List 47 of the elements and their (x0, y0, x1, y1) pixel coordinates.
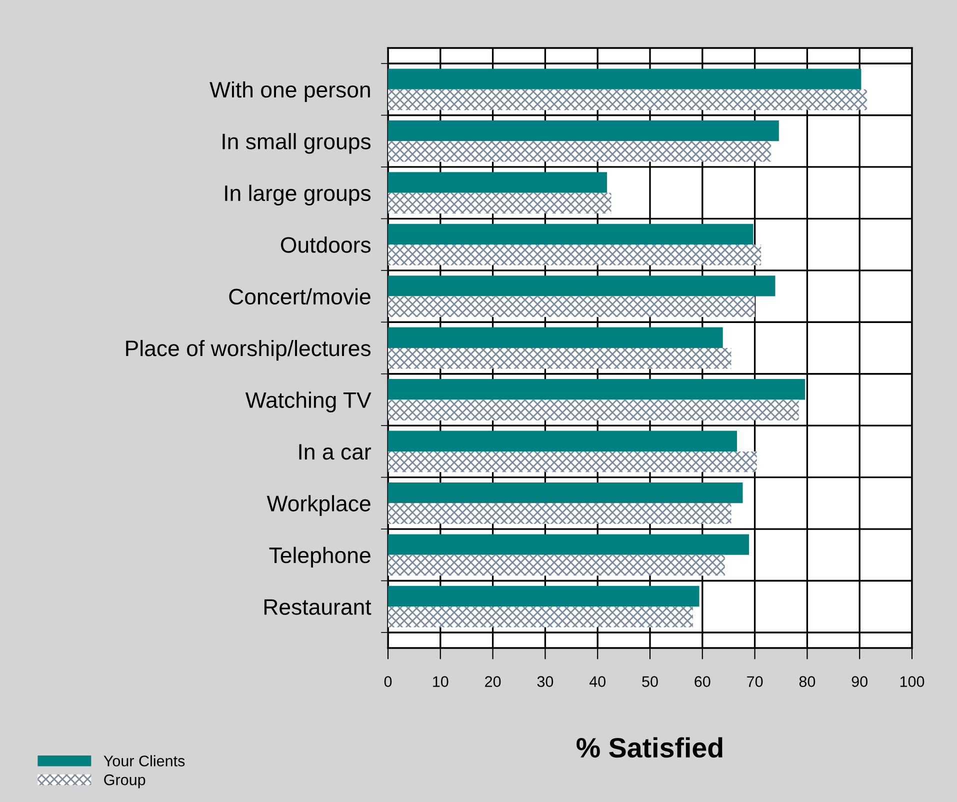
bar (388, 400, 799, 420)
bar (388, 327, 723, 348)
legend-label: Your Clients (104, 755, 185, 766)
bar (388, 89, 867, 110)
bar (388, 296, 755, 317)
bar (388, 244, 762, 266)
y-tick-label: Outdoors (280, 236, 371, 253)
bar (388, 120, 779, 142)
x-tick-label: 80 (799, 676, 816, 687)
y-tick-label: Place of worship/lectures (126, 340, 371, 361)
y-tick-label: Watching TV (245, 392, 372, 412)
bar (388, 68, 862, 90)
bar (388, 534, 750, 555)
y-tick-label: In a car (299, 444, 371, 460)
bar (388, 430, 737, 452)
x-tick-label: 50 (642, 676, 658, 687)
x-tick-label: 20 (485, 676, 501, 687)
bar (388, 451, 757, 472)
y-tick-label: Workplace (266, 495, 370, 516)
x-axis-title: % Satisfied (576, 737, 722, 758)
y-tick-label: In small groups (222, 133, 371, 154)
bar (388, 192, 612, 214)
bar (388, 172, 608, 193)
y-tick-label: Telephone (269, 546, 370, 568)
bar (388, 482, 743, 504)
x-tick-label: 0 (384, 676, 392, 687)
bar (388, 276, 776, 296)
x-tick-label: 60 (694, 676, 710, 687)
bar (388, 379, 806, 400)
x-tick-label: 30 (537, 676, 554, 687)
y-tick-label: Restaurant (264, 599, 372, 615)
x-tick-label: 90 (852, 676, 868, 687)
bar (388, 606, 693, 628)
legend-label: Group (104, 774, 146, 788)
x-tick-label: 40 (589, 676, 606, 687)
bar (388, 348, 732, 369)
bar (388, 554, 725, 576)
y-tick-label: Concert/movie (229, 288, 370, 305)
y-tick-label: With one person (210, 81, 370, 102)
bar (388, 224, 754, 245)
x-tick-label: 70 (747, 676, 763, 687)
bar (388, 141, 772, 162)
x-tick-label: 10 (433, 676, 448, 687)
bar (388, 503, 732, 524)
y-tick-label: In large groups (225, 184, 371, 206)
bar (388, 586, 700, 607)
x-tick-label: 100 (900, 676, 924, 687)
